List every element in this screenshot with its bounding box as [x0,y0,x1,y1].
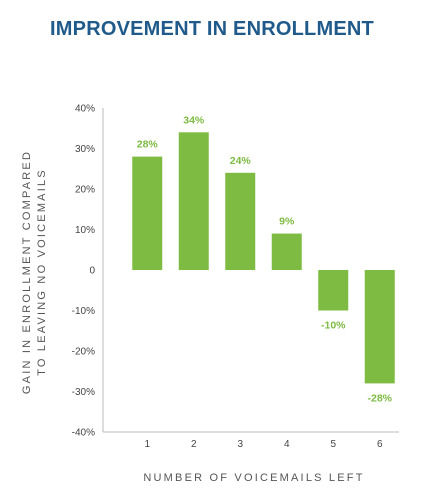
bar-value-label: -10% [321,320,346,332]
bar-value-label: 28% [137,139,159,151]
y-axis-ticks: 40% 30% 20% 10% 0 -10% -20% -30% -40% [72,104,96,439]
y-axis-title-line: TO LEAVING NO VOICEMAILS [36,168,48,376]
y-tick-label: 30% [75,144,95,155]
y-axis-title-line: GAIN IN ENROLLMENT COMPARED [21,150,33,394]
bar-value-label: 24% [230,155,252,167]
x-tick-label: 6 [377,439,383,450]
y-tick-label: -20% [72,347,95,358]
x-tick-label: 3 [237,439,243,450]
bar-value-label: 34% [183,114,205,126]
y-tick-label: 10% [75,225,95,236]
bars: 28% 34% 24% 9% -10% -28% [132,114,395,404]
bar-value-label: -28% [367,392,392,404]
y-tick-label: 20% [75,185,95,196]
y-tick-label: 40% [75,104,95,115]
x-tick-label: 2 [191,439,197,450]
y-tick-label: -10% [72,306,95,317]
x-tick-label: 4 [284,439,290,450]
x-axis-ticks: 1 2 3 4 5 6 [144,439,383,450]
x-axis-title: NUMBER OF VOICEMAILS LEFT [143,472,364,484]
y-axis-title: GAIN IN ENROLLMENT COMPARED TO LEAVING NO… [21,150,48,394]
x-tick-label: 5 [330,439,336,450]
x-tick-label: 1 [144,439,150,450]
bar-3 [225,172,256,270]
y-tick-label: -30% [72,387,95,398]
bar-6 [364,270,395,384]
bar-5 [318,270,349,311]
bar-value-label: 9% [279,216,295,228]
y-tick-label: 0 [89,266,95,277]
bar-2 [178,132,209,270]
bar-1 [132,156,163,270]
y-tick-label: -40% [72,428,95,439]
chart-title: IMPROVEMENT IN ENROLLMENT [50,18,374,40]
bar-4 [271,233,302,270]
